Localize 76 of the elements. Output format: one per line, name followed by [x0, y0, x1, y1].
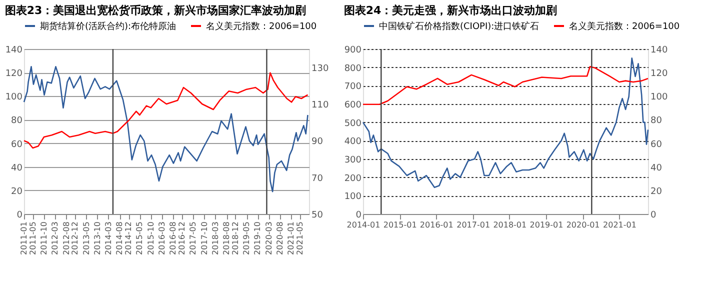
x-tick-label: 2011-10 — [39, 222, 48, 255]
y2-tick-label: 80 — [650, 116, 662, 126]
x-tick-label: 2016-08 — [168, 222, 178, 255]
x-tick-label: 2021-01 — [286, 222, 296, 255]
y-tick-label: 500 — [344, 118, 362, 129]
x-tick-label: 2018-12 — [230, 222, 240, 255]
x-tick-label: 2013-10 — [92, 222, 102, 255]
y-tick-label: 100 — [5, 92, 23, 103]
x-tick-label: 2020-03 — [264, 222, 274, 255]
x-tick-label: 2020-08 — [276, 222, 285, 255]
y-tick-label: 140 — [5, 46, 23, 56]
y2-tick-label: 50 — [312, 210, 324, 220]
y-tick-label: 0 — [356, 210, 362, 220]
line-series — [362, 58, 649, 188]
x-tick-label: 2014-01 — [346, 220, 380, 230]
y-tick-label: 100 — [344, 192, 362, 202]
x-tick-label: 2015-10 — [146, 222, 156, 255]
x-tick-label: 2019-10 — [253, 222, 262, 255]
x-tick-label: 2012-08 — [62, 222, 71, 255]
x-tick-label: 2011-01 — [20, 222, 28, 255]
y2-tick-label: 100 — [650, 92, 668, 103]
x-tick-label: 2021-01 — [603, 220, 636, 230]
x-tick-label: 2018-03 — [210, 222, 220, 255]
x-tick-label: 2014-12 — [124, 222, 134, 255]
x-tick-label: 2011-05 — [28, 222, 38, 255]
legend-label: 中国铁矿石价格指数(CIOPI):进口铁矿石 — [379, 21, 540, 32]
x-tick-label: 2015-01 — [383, 220, 417, 230]
x-tick-label: 2017-05 — [188, 222, 198, 255]
y2-tick-label: 120 — [650, 69, 668, 80]
y2-tick-label: 20 — [650, 186, 662, 197]
x-tick-label: 2016-01 — [420, 220, 454, 230]
x-tick-label: 2017-10 — [200, 222, 209, 255]
x-tick-label: 2020-01 — [566, 220, 600, 230]
x-tick-label: 2014-08 — [115, 222, 124, 255]
y-tick-label: 40 — [11, 163, 23, 174]
chart-title: 图表23：美国退出宽松货币政策，新兴市场国家汇率波动加剧 — [4, 4, 306, 17]
y-tick-label: 400 — [344, 137, 362, 148]
x-tick-label: 2012-12 — [70, 222, 80, 255]
legend-label: 名义美元指数：2006=100 — [569, 21, 680, 32]
y2-tick-label: 60 — [650, 140, 662, 150]
y-tick-label: 200 — [344, 174, 362, 184]
y2-tick-label: 70 — [312, 174, 324, 184]
y-tick-label: 900 — [344, 46, 362, 56]
y2-tick-label: 0 — [650, 210, 656, 220]
y-tick-label: 80 — [11, 116, 23, 126]
y2-tick-label: 40 — [650, 163, 662, 174]
y-tick-label: 800 — [344, 64, 362, 74]
y2-tick-label: 110 — [312, 100, 329, 110]
x-tick-label: 2017-01 — [456, 220, 490, 230]
x-tick-label: 2019-05 — [242, 222, 252, 255]
y-tick-label: 0 — [16, 210, 23, 220]
x-tick-label: 2019-01 — [530, 220, 564, 230]
x-tick-label: 2013-05 — [82, 222, 91, 255]
y-tick-label: 120 — [5, 69, 23, 80]
y2-tick-label: 140 — [650, 46, 668, 56]
legend-label: 名义美元指数：2006=100 — [206, 21, 317, 32]
line-series — [23, 66, 308, 192]
x-tick-label: 2014-03 — [104, 222, 113, 255]
x-tick-label: 2016-12 — [178, 222, 187, 255]
x-tick-label: 2018-08 — [222, 222, 232, 255]
y-tick-label: 700 — [344, 82, 362, 92]
x-tick-label: 2016-03 — [157, 222, 166, 255]
line-series — [362, 66, 649, 106]
y2-tick-label: 90 — [312, 137, 324, 148]
x-tick-label: 2015-05 — [135, 222, 144, 255]
y-tick-label: 20 — [11, 186, 23, 197]
chart-title: 图表24：美元走强，新兴市场出口波动加剧 — [344, 4, 558, 17]
x-tick-label: 2012-03 — [50, 222, 60, 255]
y-tick-label: 60 — [11, 140, 23, 150]
y-tick-label: 600 — [344, 100, 362, 110]
legend-label: 期货结算价(活跃合约):布伦特原油 — [40, 21, 176, 32]
x-tick-label: 2021-05 — [296, 222, 304, 255]
x-tick-label: 2018-01 — [493, 220, 527, 230]
y2-tick-label: 130 — [312, 64, 329, 74]
y-tick-label: 300 — [344, 156, 362, 166]
line-series — [23, 72, 308, 149]
